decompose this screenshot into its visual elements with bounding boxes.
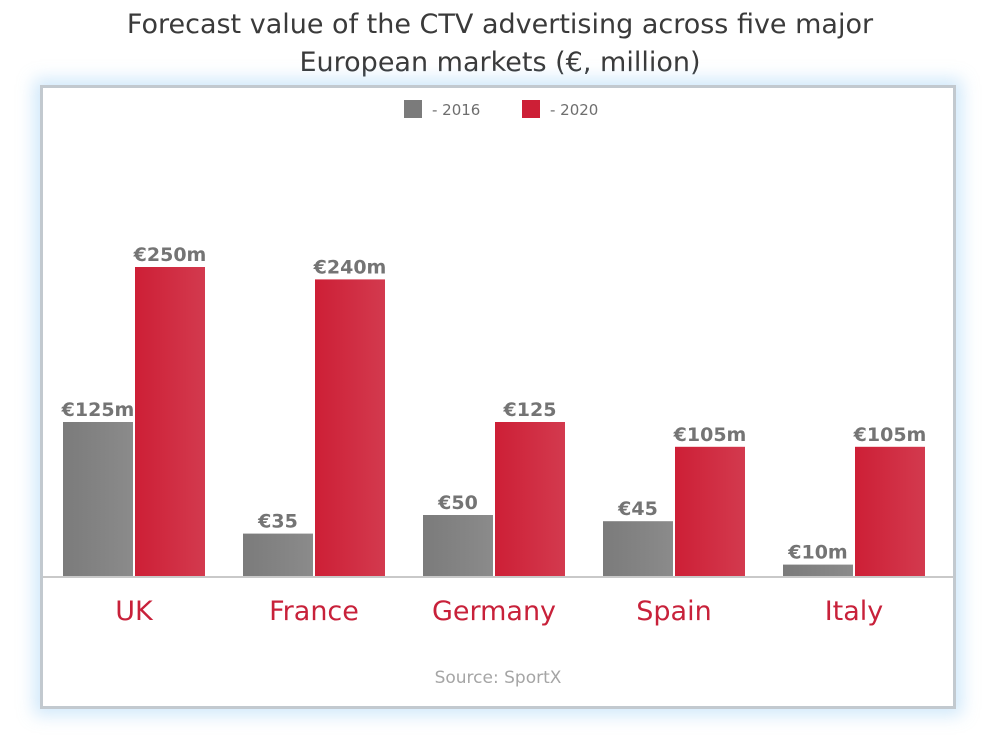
legend-swatch-2020 (522, 100, 540, 118)
bar-uk-2020 (135, 267, 205, 577)
bar-italy-2016 (783, 564, 853, 577)
legend-label-2020: - 2020 (550, 101, 598, 119)
legend-swatch-2016 (404, 100, 422, 118)
bar-france-2020 (315, 279, 385, 577)
category-label-italy: Italy (825, 596, 884, 627)
value-label-france-2020: €240m (313, 256, 387, 278)
source-note: Source: SportX (434, 668, 562, 688)
value-label-uk-2016: €125m (61, 399, 135, 421)
value-label-italy-2016: €10m (787, 542, 847, 564)
value-label-uk-2020: €250m (133, 244, 207, 266)
value-label-france-2016: €35 (257, 511, 298, 533)
category-label-germany: Germany (432, 596, 556, 627)
category-label-spain: Spain (636, 596, 711, 627)
bar-uk-2016 (63, 422, 133, 577)
category-label-france: France (269, 596, 359, 627)
value-label-germany-2016: €50 (437, 492, 478, 514)
bar-spain-2016 (603, 521, 673, 577)
value-label-germany-2020: €125 (503, 399, 557, 421)
bar-spain-2020 (675, 446, 745, 577)
bar-italy-2020 (855, 446, 925, 577)
chart-title-line-1: Forecast value of the CTV advertising ac… (126, 9, 874, 40)
chart-title-line-2: European markets (€, million) (299, 47, 701, 78)
bar-germany-2016 (423, 515, 493, 577)
bar-france-2016 (243, 533, 313, 577)
bar-germany-2020 (495, 422, 565, 577)
legend-label-2016: - 2016 (432, 101, 480, 119)
value-label-spain-2020: €105m (673, 424, 747, 446)
value-label-italy-2020: €105m (853, 424, 927, 446)
value-label-spain-2016: €45 (617, 498, 658, 520)
category-label-uk: UK (115, 596, 154, 627)
chart-title: Forecast value of the CTV advertising ac… (0, 6, 1000, 82)
